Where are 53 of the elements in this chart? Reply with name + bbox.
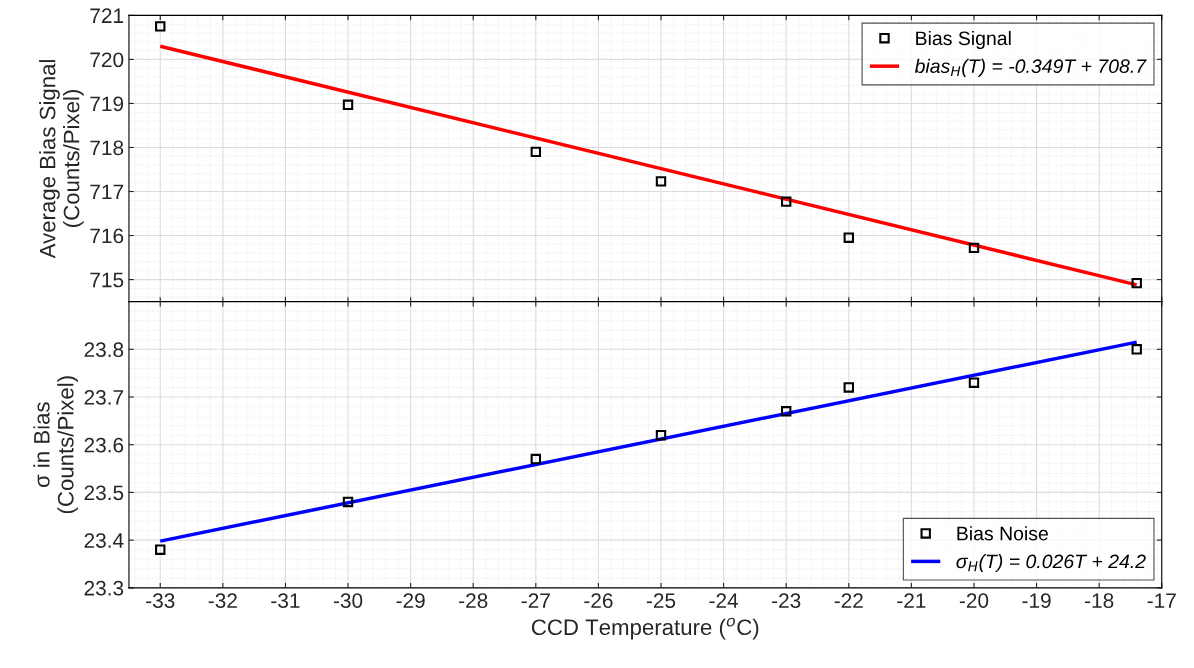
y-tick-label: 23.8: [84, 342, 124, 358]
y-tick-label: 23.6: [84, 437, 124, 453]
x-tick-label: -22: [834, 593, 863, 608]
y-axis-title: Average Bias Signal (Counts/Pixel): [39, 60, 84, 259]
point: [655, 176, 667, 187]
point: [1131, 277, 1142, 289]
y-tick-label: 715: [90, 272, 124, 288]
x-tick-label: -19: [1022, 593, 1051, 608]
x-tick-label: -21: [897, 593, 926, 608]
point: [843, 232, 854, 243]
point: [780, 196, 792, 207]
point: [155, 544, 166, 555]
point: [843, 382, 854, 393]
x-tick-label: -30: [333, 593, 363, 608]
x-tick-label: -23: [772, 593, 801, 608]
point: [530, 146, 542, 158]
y-tick-label: 23.3: [84, 580, 124, 596]
x-tick-label: -17: [1147, 593, 1176, 608]
point: [780, 406, 792, 417]
x-tick-label: -29: [396, 593, 425, 608]
y-tick-label: 716: [90, 228, 124, 244]
x-tick-label: -31: [271, 593, 300, 608]
y-tick-label: 718: [90, 140, 124, 156]
point: [968, 377, 980, 388]
x-tick-label: -20: [959, 593, 989, 608]
x-tick-label: -25: [646, 593, 676, 608]
x-tick-label: -28: [459, 593, 488, 608]
legend-label: Bias Noise: [957, 526, 1048, 541]
y-tick-label: 720: [90, 52, 124, 68]
y-tick-label: 721: [90, 8, 124, 23]
y-tick-label: 23.5: [84, 485, 124, 501]
x-axis-title: CCD Temperature ($^{o}$C): [531, 617, 759, 640]
point: [968, 242, 980, 254]
y-tick-label: 23.7: [84, 390, 124, 405]
x-tick-label: -33: [146, 593, 175, 608]
x-tick-label: -18: [1085, 593, 1114, 608]
y-tick-label: 23.4: [84, 533, 124, 548]
y-tick-label: 719: [90, 96, 124, 112]
point: [342, 99, 354, 110]
point: [530, 453, 542, 465]
point: [155, 21, 166, 32]
y-tick-label: 717: [90, 184, 124, 200]
point: [342, 496, 354, 508]
x-tick-label: -27: [521, 593, 550, 608]
point: [655, 429, 667, 441]
x-tick-label: -32: [208, 593, 237, 608]
x-tick-label: -24: [709, 593, 739, 608]
x-tick-label: -26: [584, 593, 613, 608]
point: [1131, 344, 1142, 355]
legend-label: σ$_{H}$(T) = 0.026T + 24.2: [956, 554, 1146, 573]
legend-label: bias$_{H}$(T) = -0.349T + 708.7: [914, 58, 1147, 77]
y-axis-title: σ in Bias (Counts/Pixel): [33, 376, 78, 514]
legend-label: Bias Signal: [916, 30, 1011, 50]
